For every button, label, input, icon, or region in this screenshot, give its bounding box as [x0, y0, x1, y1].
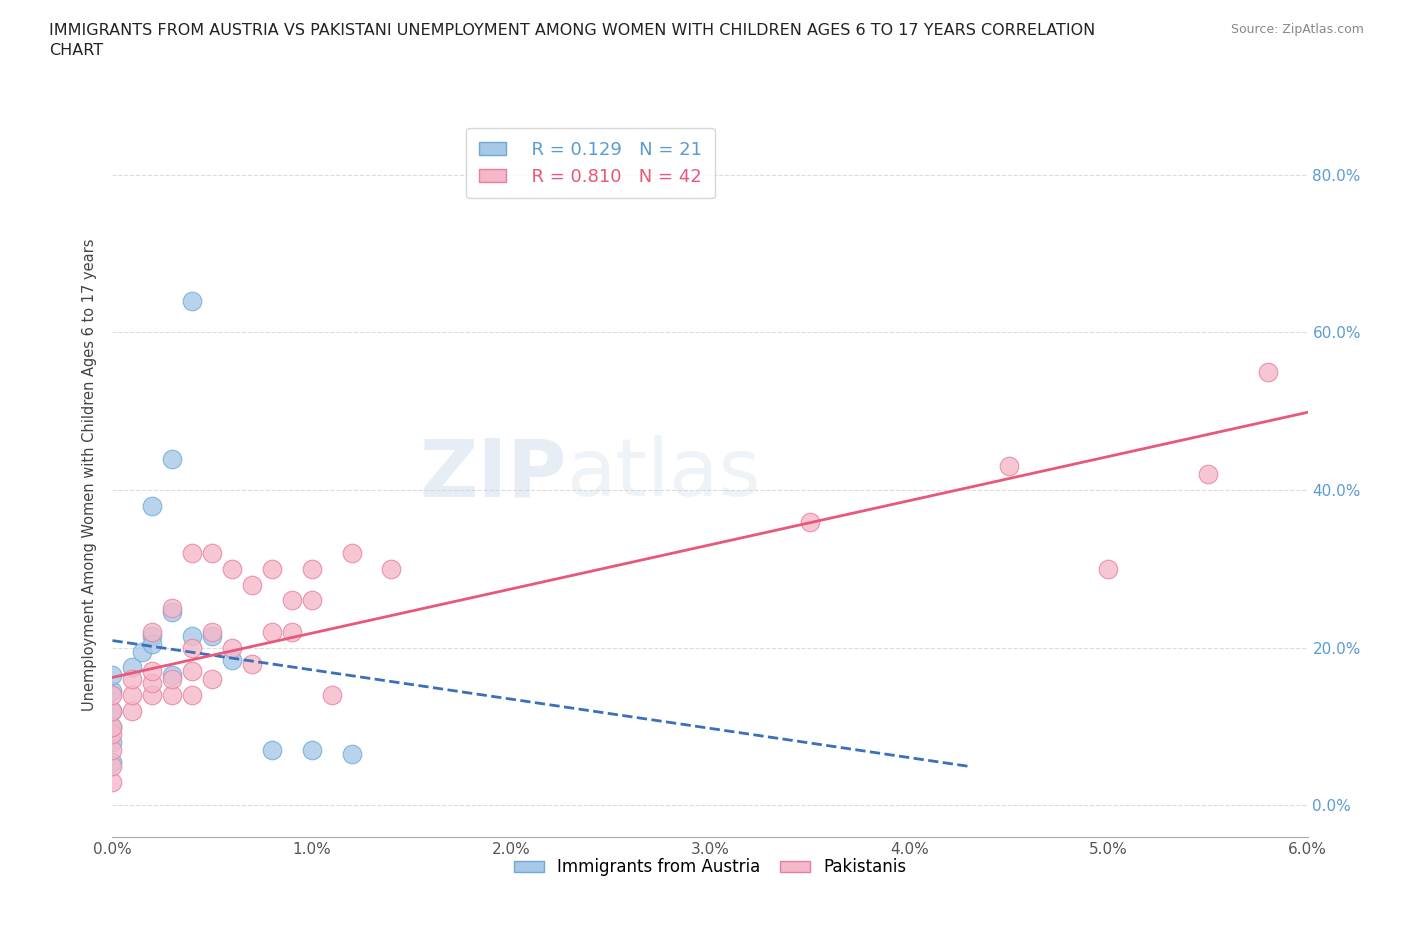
Point — [162, 604, 183, 619]
Point — [131, 644, 153, 659]
Point — [201, 625, 224, 640]
Point — [141, 629, 163, 644]
Point — [101, 759, 124, 774]
Point — [1097, 562, 1119, 577]
Point — [141, 687, 163, 702]
Point — [998, 459, 1021, 474]
Point — [321, 687, 343, 702]
Point — [141, 498, 163, 513]
Y-axis label: Unemployment Among Women with Children Ages 6 to 17 years: Unemployment Among Women with Children A… — [82, 238, 97, 711]
Point — [240, 656, 263, 671]
Point — [281, 593, 304, 608]
Point — [201, 671, 224, 686]
Point — [301, 562, 323, 577]
Point — [281, 625, 304, 640]
Point — [101, 684, 124, 698]
Point — [201, 629, 224, 644]
Point — [181, 293, 204, 308]
Point — [181, 687, 204, 702]
Point — [301, 743, 323, 758]
Point — [162, 687, 183, 702]
Point — [101, 703, 124, 718]
Point — [162, 671, 183, 686]
Point — [121, 660, 143, 675]
Point — [201, 546, 224, 561]
Point — [121, 703, 143, 718]
Point — [101, 775, 124, 790]
Point — [101, 754, 124, 769]
Point — [162, 668, 183, 683]
Point — [101, 687, 124, 702]
Point — [101, 727, 124, 742]
Point — [181, 629, 204, 644]
Point — [1257, 365, 1279, 379]
Point — [101, 719, 124, 734]
Point — [141, 676, 163, 691]
Point — [221, 652, 243, 667]
Point — [340, 546, 363, 561]
Text: ZIP: ZIP — [419, 435, 567, 513]
Point — [1197, 467, 1219, 482]
Point — [162, 601, 183, 616]
Point — [101, 668, 124, 683]
Point — [101, 735, 124, 750]
Point — [141, 664, 163, 679]
Point — [181, 546, 204, 561]
Point — [181, 641, 204, 656]
Point — [240, 578, 263, 592]
Point — [340, 747, 363, 762]
Point — [301, 593, 323, 608]
Point — [181, 664, 204, 679]
Point — [380, 562, 402, 577]
Point — [260, 625, 283, 640]
Point — [221, 562, 243, 577]
Text: Source: ZipAtlas.com: Source: ZipAtlas.com — [1230, 23, 1364, 36]
Point — [101, 703, 124, 718]
Text: atlas: atlas — [567, 435, 761, 513]
Legend: Immigrants from Austria, Pakistanis: Immigrants from Austria, Pakistanis — [506, 852, 914, 883]
Point — [260, 562, 283, 577]
Point — [260, 743, 283, 758]
Point — [162, 451, 183, 466]
Point — [101, 743, 124, 758]
Point — [221, 641, 243, 656]
Point — [121, 687, 143, 702]
Point — [799, 514, 821, 529]
Text: IMMIGRANTS FROM AUSTRIA VS PAKISTANI UNEMPLOYMENT AMONG WOMEN WITH CHILDREN AGES: IMMIGRANTS FROM AUSTRIA VS PAKISTANI UNE… — [49, 23, 1095, 58]
Point — [141, 625, 163, 640]
Point — [101, 719, 124, 734]
Point — [121, 671, 143, 686]
Point — [141, 636, 163, 651]
